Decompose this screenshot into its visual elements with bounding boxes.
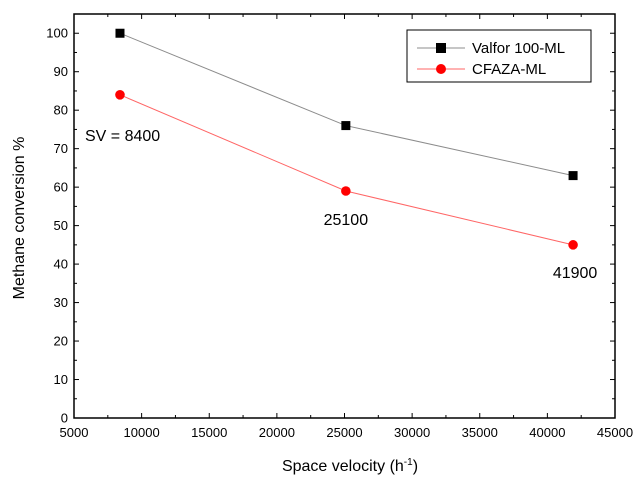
x-tick-label: 10000 [124, 425, 160, 440]
annotation-label: 41900 [553, 265, 598, 282]
data-point-square [115, 28, 125, 38]
annotation-label: SV = 8400 [85, 128, 160, 145]
y-tick-label: 60 [54, 180, 68, 195]
legend-marker-valfor [436, 43, 446, 53]
legend-marker-cfaza [436, 64, 446, 74]
y-tick-label: 90 [54, 64, 68, 79]
y-tick-label: 10 [54, 372, 68, 387]
x-tick-label: 5000 [60, 425, 89, 440]
x-tick-label: 35000 [462, 425, 498, 440]
y-tick-label: 70 [54, 141, 68, 156]
y-tick-label: 80 [54, 103, 68, 118]
y-tick-label: 30 [54, 295, 68, 310]
y-tick-label: 40 [54, 257, 68, 272]
x-axis-title: Space velocity (h-1) [282, 457, 418, 475]
legend-label-cfaza: CFAZA-ML [472, 61, 546, 78]
x-tick-label: 20000 [259, 425, 295, 440]
x-tick-label: 25000 [326, 425, 362, 440]
legend: Valfor 100-ML CFAZA-ML [406, 29, 592, 83]
y-tick-label: 0 [61, 411, 68, 426]
y-tick-label: 100 [46, 26, 68, 41]
x-tick-label: 30000 [394, 425, 430, 440]
x-tick-label: 15000 [191, 425, 227, 440]
x-tick-label: 45000 [597, 425, 633, 440]
data-point-square [568, 171, 578, 181]
annotation-label: 25100 [324, 212, 369, 229]
y-tick-label: 50 [54, 218, 68, 233]
y-axis-title: Methane conversion % [11, 137, 28, 300]
data-point-circle [115, 90, 125, 100]
data-point-square [341, 121, 351, 131]
x-axis-title-main: Space velocity (h [282, 458, 404, 475]
legend-box [406, 29, 592, 83]
legend-label-valfor: Valfor 100-ML [472, 40, 565, 57]
x-axis-title-superscript: -1 [404, 457, 413, 468]
x-axis-title-close: ) [413, 458, 418, 475]
y-tick-label: 20 [54, 334, 68, 349]
data-point-circle [568, 240, 578, 250]
x-tick-label: 40000 [529, 425, 565, 440]
data-point-circle [341, 186, 351, 196]
